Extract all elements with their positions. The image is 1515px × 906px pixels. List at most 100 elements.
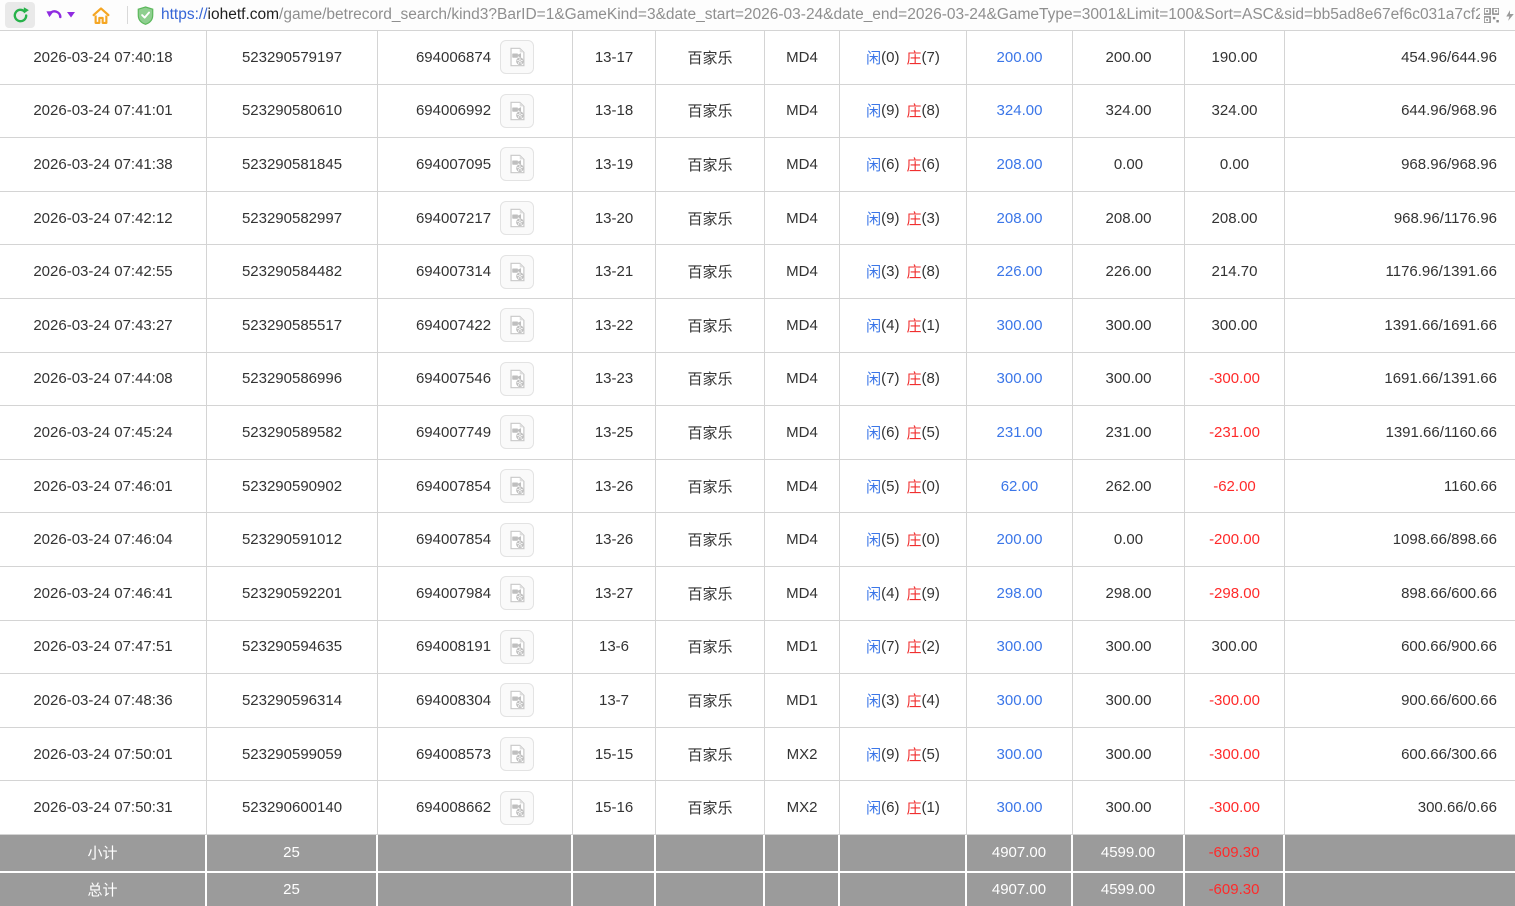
cell-room-type: MD4 <box>765 84 840 138</box>
cell-bet-amount[interactable]: 324.00 <box>967 84 1073 138</box>
cell-bet-amount[interactable]: 300.00 <box>967 727 1073 781</box>
cell-bet-amount[interactable]: 62.00 <box>967 459 1073 513</box>
cell-table-number: 15-16 <box>573 781 656 834</box>
cell-bet-amount[interactable]: 300.00 <box>967 620 1073 674</box>
home-button[interactable] <box>87 2 115 28</box>
replay-video-button[interactable] <box>500 147 535 182</box>
replay-video-button[interactable] <box>500 254 535 289</box>
cell-bet-id: 523290592201 <box>207 566 378 620</box>
cell-balance: 900.66/600.66 <box>1401 691 1497 709</box>
replay-video-button[interactable] <box>500 308 535 343</box>
cell-room-type: MD1 <box>765 674 840 727</box>
table-row: 2026-03-24 07:50:31 523290600140 6940086… <box>0 781 1515 835</box>
player-label: 闲 <box>866 210 882 228</box>
cell-bet-amount[interactable]: 300.00 <box>967 352 1073 406</box>
reload-button[interactable] <box>5 2 35 28</box>
replay-video-button[interactable] <box>500 629 535 664</box>
cell-game-name: 百家乐 <box>656 191 765 245</box>
cell-game-name: 百家乐 <box>656 352 765 406</box>
replay-video-button[interactable] <box>500 201 535 236</box>
replay-video-button[interactable] <box>500 415 535 450</box>
round-id: 694007546 <box>415 370 492 388</box>
table-row: 2026-03-24 07:43:27 523290585517 6940074… <box>0 298 1515 353</box>
summary-bet-total: 4907.00 <box>967 872 1073 906</box>
cell-bet-amount[interactable]: 208.00 <box>967 191 1073 245</box>
cell-bet-time: 2026-03-24 07:41:01 <box>0 84 207 138</box>
cell-round: 694007217 <box>378 191 573 245</box>
table-row: 2026-03-24 07:50:01 523290599059 6940085… <box>0 727 1515 782</box>
replay-video-button[interactable] <box>500 790 535 825</box>
cell-balance: 1176.96/1391.66 <box>1385 263 1498 281</box>
cell-bet-id: 523290582997 <box>207 191 378 245</box>
url-bar[interactable]: https://iohetf.com/game/betrecord_search… <box>161 6 1480 24</box>
replay-video-button[interactable] <box>500 40 535 75</box>
cell-bet-amount[interactable]: 300.00 <box>967 298 1073 352</box>
round-id: 694007854 <box>415 531 492 549</box>
replay-video-button[interactable] <box>500 576 535 611</box>
replay-video-button[interactable] <box>500 737 535 772</box>
cell-bet-amount[interactable]: 208.00 <box>967 138 1073 191</box>
qr-code-icon[interactable] <box>1484 7 1499 23</box>
table-row: 2026-03-24 07:42:12 523290582997 6940072… <box>0 191 1515 246</box>
cell-valid-amount: 231.00 <box>1073 406 1185 459</box>
cell-round: 694006992 <box>378 84 573 138</box>
partial-edge-icon[interactable] <box>1505 7 1515 24</box>
cell-bet-amount[interactable]: 226.00 <box>967 245 1073 298</box>
cell-bet-time: 2026-03-24 07:46:01 <box>0 459 207 513</box>
security-shield-icon[interactable] <box>137 5 154 25</box>
cell-bet-time: 2026-03-24 07:44:08 <box>0 352 207 406</box>
cell-bet-time: 2026-03-24 07:42:12 <box>0 191 207 245</box>
player-label: 闲 <box>866 800 882 818</box>
table-row: 2026-03-24 07:46:01 523290590902 6940078… <box>0 459 1515 514</box>
summary-row: 总计 25 4907.00 4599.00 -609.30 <box>0 870 1515 906</box>
cell-win-loss: -231.00 <box>1185 406 1285 459</box>
cell-valid-amount: 262.00 <box>1073 459 1185 513</box>
cell-bet-amount[interactable]: 300.00 <box>967 781 1073 834</box>
banker-label: 庄 <box>906 585 922 603</box>
table-row: 2026-03-24 07:44:08 523290586996 6940075… <box>0 352 1515 407</box>
player-label: 闲 <box>866 371 882 389</box>
cell-table-number: 13-26 <box>573 513 656 566</box>
cell-bet-amount[interactable]: 231.00 <box>967 406 1073 459</box>
summary-row: 小计 25 4907.00 4599.00 -609.30 <box>0 834 1515 871</box>
cell-game-name: 百家乐 <box>656 566 765 620</box>
table-row: 2026-03-24 07:46:41 523290592201 6940079… <box>0 566 1515 621</box>
cell-bet-amount[interactable]: 200.00 <box>967 31 1073 84</box>
reload-icon <box>11 6 30 25</box>
undo-button[interactable] <box>43 2 77 28</box>
cell-game-result: 闲 (5) 庄 (0) <box>840 459 967 513</box>
table-row: 2026-03-24 07:42:55 523290584482 6940073… <box>0 245 1515 299</box>
cell-bet-amount[interactable]: 298.00 <box>967 566 1073 620</box>
summary-valid-total: 4599.00 <box>1073 834 1185 871</box>
cell-bet-id: 523290600140 <box>207 781 378 834</box>
cell-valid-amount: 208.00 <box>1073 191 1185 245</box>
cell-table-number: 13-18 <box>573 84 656 138</box>
cell-table-number: 13-22 <box>573 298 656 352</box>
player-label: 闲 <box>866 49 882 67</box>
cell-balance: 968.96/1176.96 <box>1393 209 1497 227</box>
replay-video-button[interactable] <box>500 361 535 396</box>
banker-label: 庄 <box>906 639 922 657</box>
cell-win-loss: 300.00 <box>1185 298 1285 352</box>
table-row: 2026-03-24 07:45:24 523290589582 6940077… <box>0 406 1515 460</box>
cell-game-result: 闲 (5) 庄 (0) <box>840 513 967 566</box>
summary-bet-total: 4907.00 <box>967 834 1073 871</box>
cell-bet-id: 523290589582 <box>207 406 378 459</box>
player-label: 闲 <box>866 639 882 657</box>
cell-bet-amount[interactable]: 200.00 <box>967 513 1073 566</box>
replay-video-button[interactable] <box>500 522 535 557</box>
cell-game-name: 百家乐 <box>656 298 765 352</box>
table-row: 2026-03-24 07:41:01 523290580610 6940069… <box>0 84 1515 139</box>
cell-valid-amount: 300.00 <box>1073 620 1185 674</box>
cell-balance: 454.96/644.96 <box>1401 48 1497 66</box>
banker-label: 庄 <box>906 103 922 121</box>
replay-video-button[interactable] <box>500 683 535 718</box>
cell-round: 694007984 <box>378 566 573 620</box>
bet-records-table: 2026-03-24 07:40:18 523290579197 6940068… <box>0 30 1515 906</box>
cell-bet-id: 523290580610 <box>207 84 378 138</box>
cell-room-type: MD4 <box>765 245 840 298</box>
cell-valid-amount: 0.00 <box>1073 138 1185 191</box>
replay-video-button[interactable] <box>500 469 535 504</box>
replay-video-button[interactable] <box>500 93 535 128</box>
cell-bet-amount[interactable]: 300.00 <box>967 674 1073 727</box>
